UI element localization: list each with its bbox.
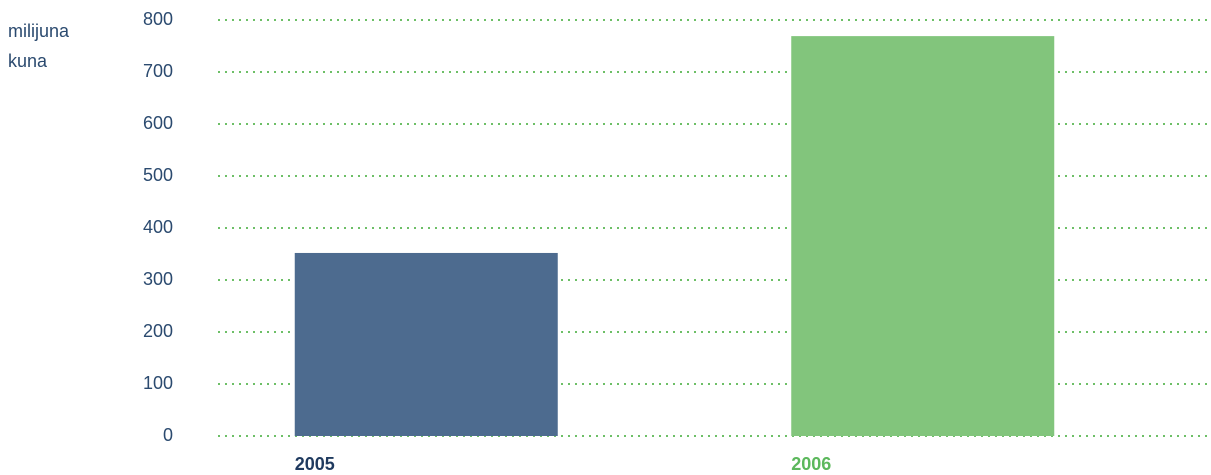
x-tick-label: 2005: [295, 454, 335, 474]
y-tick-label: 100: [143, 373, 173, 393]
y-tick-label: 300: [143, 269, 173, 289]
y-tick-label: 600: [143, 113, 173, 133]
y-tick-label: 700: [143, 61, 173, 81]
y-tick-label: 0: [163, 425, 173, 445]
y-tick-label: 400: [143, 217, 173, 237]
y-tick-label: 500: [143, 165, 173, 185]
bar: [791, 36, 1055, 437]
bar: [294, 252, 558, 436]
x-tick-label: 2006: [791, 454, 831, 474]
y-axis-label: milijuna kuna: [8, 21, 70, 71]
y-tick-label: 200: [143, 321, 173, 341]
y-tick-label: 800: [143, 9, 173, 29]
